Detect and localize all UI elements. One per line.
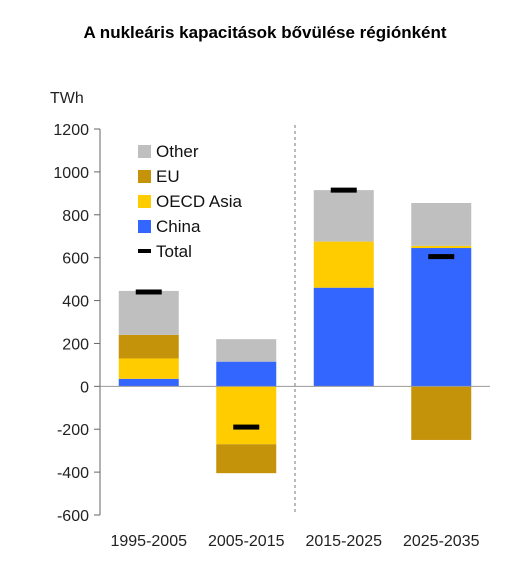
y-tick-label: 400 xyxy=(62,294,89,311)
x-category-label: 2015-2025 xyxy=(305,533,382,550)
bar-other xyxy=(118,290,179,335)
bar-china xyxy=(411,248,472,387)
total-marker xyxy=(135,289,162,295)
x-category-label: 1995-2005 xyxy=(110,533,187,550)
legend-swatch-eu xyxy=(138,170,151,183)
bar-eu xyxy=(118,334,179,359)
bar-oecd-asia xyxy=(313,241,374,288)
chart-title: A nukleáris kapacitások bővülése régiónk… xyxy=(83,23,446,42)
y-axis: 1200 1000 800 600 400 200 0 -200 -400 -600 xyxy=(53,122,101,525)
total-marker xyxy=(233,424,260,430)
legend-label-oecd-asia: OECD Asia xyxy=(156,192,243,211)
legend-swatch-china xyxy=(138,220,151,233)
y-tick-label: -600 xyxy=(57,508,89,525)
y-axis-unit-label: TWh xyxy=(50,90,84,107)
y-tick-label: 600 xyxy=(62,251,89,268)
legend-label-china: China xyxy=(156,217,201,236)
total-marker xyxy=(428,254,455,260)
y-tick-label: 1200 xyxy=(53,122,89,139)
x-category-label: 2025-2035 xyxy=(403,533,480,550)
legend: Other EU OECD Asia China Total xyxy=(138,142,243,261)
bar-eu xyxy=(216,444,277,474)
total-markers xyxy=(135,187,455,430)
total-marker xyxy=(330,187,357,193)
legend-label-total: Total xyxy=(156,242,192,261)
legend-swatch-other xyxy=(138,145,151,158)
bar-other xyxy=(216,339,277,362)
y-tick-label: -400 xyxy=(57,465,89,482)
y-tick-label: 1000 xyxy=(53,165,89,182)
bar-oecd-asia xyxy=(216,386,277,445)
bar-other xyxy=(313,190,374,242)
y-tick-label: 0 xyxy=(80,379,89,396)
bar-other xyxy=(411,202,472,246)
legend-swatch-oecd-asia xyxy=(138,195,151,208)
legend-label-other: Other xyxy=(156,142,199,161)
y-tick-label: -200 xyxy=(57,422,89,439)
legend-swatch-total xyxy=(138,249,151,253)
x-axis: 1995-2005 2005-2015 2015-2025 2025-2035 xyxy=(100,385,490,550)
bar-china xyxy=(313,287,374,387)
bar-eu xyxy=(411,386,472,440)
bar-oecd-asia xyxy=(118,358,179,379)
x-category-label: 2005-2015 xyxy=(208,533,285,550)
y-tick-label: 200 xyxy=(62,336,89,353)
bar-china xyxy=(216,361,277,387)
y-tick-label: 800 xyxy=(62,208,89,225)
bar-china xyxy=(118,378,179,387)
legend-label-eu: EU xyxy=(156,167,180,186)
bars xyxy=(118,190,472,474)
bar-oecd-asia xyxy=(411,245,472,249)
